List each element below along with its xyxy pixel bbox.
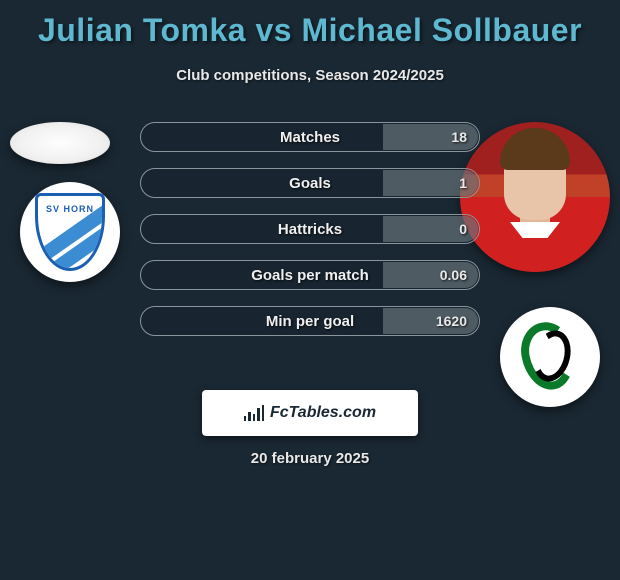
- stat-value-right: 1620: [436, 313, 467, 329]
- bar-icon: [253, 414, 255, 421]
- stat-row: Hattricks 0: [140, 214, 480, 244]
- bar-icon: [257, 408, 259, 421]
- bar-icon: [244, 416, 246, 421]
- stat-label: Hattricks: [278, 221, 342, 238]
- stat-row: Min per goal 1620: [140, 306, 480, 336]
- page-title: Julian Tomka vs Michael Sollbauer: [0, 0, 620, 49]
- stat-rows: Matches 18 Goals 1 Hattricks 0 Goals per…: [140, 122, 480, 352]
- club-left-logo: SV HORN: [35, 193, 105, 271]
- bar-icon: [248, 412, 250, 421]
- stat-row: Matches 18: [140, 122, 480, 152]
- stat-row: Goals 1: [140, 168, 480, 198]
- stat-label: Min per goal: [266, 313, 354, 330]
- club-left-badge: SV HORN: [20, 182, 120, 282]
- stat-value-right: 0.06: [440, 267, 467, 283]
- stat-label: Goals per match: [251, 267, 369, 284]
- player-right-avatar: [460, 122, 610, 272]
- stat-label: Goals: [289, 175, 331, 192]
- stat-value-right: 1: [459, 175, 467, 191]
- comparison-card: Julian Tomka vs Michael Sollbauer Club c…: [0, 0, 620, 580]
- subtitle: Club competitions, Season 2024/2025: [0, 67, 620, 84]
- chart-icon: [244, 405, 264, 421]
- date-text: 20 february 2025: [0, 450, 620, 467]
- brand-text: FcTables.com: [270, 404, 376, 422]
- stat-row: Goals per match 0.06: [140, 260, 480, 290]
- bar-icon: [262, 405, 264, 421]
- brand-badge[interactable]: FcTables.com: [202, 390, 418, 436]
- shield-icon: SV HORN: [35, 193, 105, 271]
- club-right-logo: [520, 322, 580, 392]
- stats-area: SV HORN Matches 18: [0, 122, 620, 402]
- stat-label: Matches: [280, 129, 340, 146]
- stat-value-right: 0: [459, 221, 467, 237]
- club-right-badge: [500, 307, 600, 407]
- player-left-avatar: [10, 122, 110, 164]
- stat-value-right: 18: [451, 129, 467, 145]
- avatar-hair: [500, 128, 570, 170]
